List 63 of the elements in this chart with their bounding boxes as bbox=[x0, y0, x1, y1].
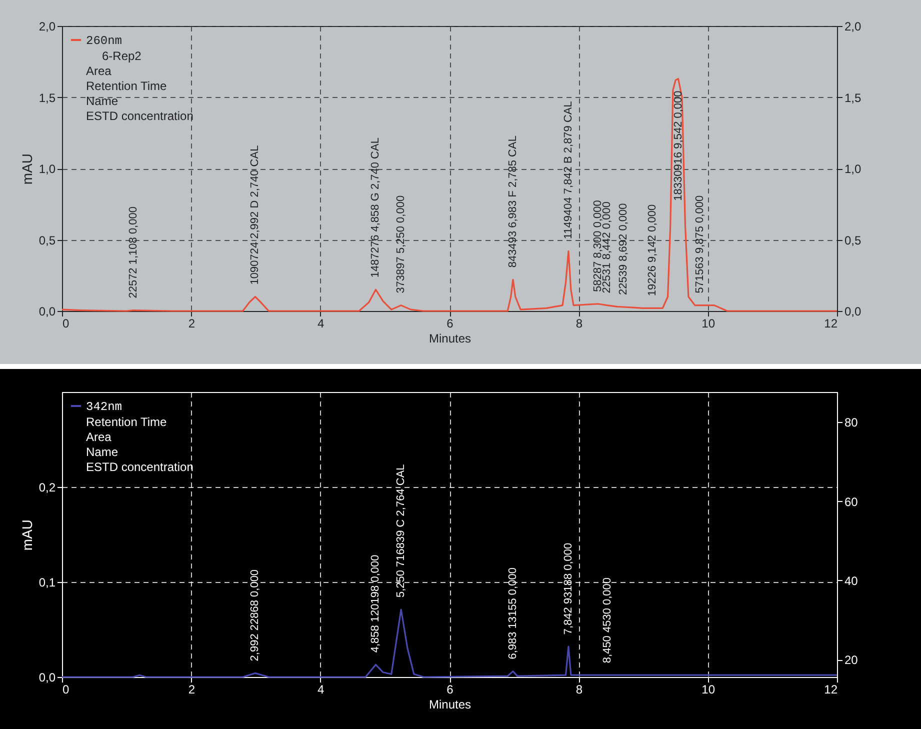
annotation: 373897 5,250 0,000 bbox=[395, 195, 408, 294]
y-tick-label: 0,0 bbox=[38, 670, 56, 684]
x-tick-label: 10 bbox=[702, 316, 716, 330]
y2-tick-label: 0,5 bbox=[844, 233, 862, 248]
annotation: Area bbox=[86, 64, 112, 78]
annotation: 19226 9,142 0,000 bbox=[646, 204, 658, 296]
y-axis-title: mAU bbox=[18, 519, 35, 551]
x-tick-label: 8 bbox=[576, 316, 583, 330]
y-tick-label: 0,5 bbox=[38, 233, 56, 248]
annotation: 1149404 7,842 B 2,879 CAL bbox=[562, 101, 574, 240]
annotation: Name bbox=[86, 94, 118, 108]
y2-tick-label: 1,5 bbox=[844, 90, 862, 105]
y-tick-label: 0,0 bbox=[38, 304, 56, 318]
legend-label: 260nm bbox=[86, 34, 122, 48]
x-tick-label: 2 bbox=[188, 316, 196, 330]
annotation: 22531 8,442 0,000 bbox=[601, 202, 614, 294]
y-tick-label: 1,5 bbox=[38, 90, 56, 105]
legend-label: 342nm bbox=[86, 400, 122, 414]
annotation: 8,450 4530 0,000 bbox=[602, 577, 614, 664]
y2-tick-label: 80 bbox=[844, 416, 858, 430]
x-tick-label: 12 bbox=[824, 316, 838, 330]
x-tick-label: 2 bbox=[188, 682, 196, 696]
annotation: ESTD concentration bbox=[86, 109, 194, 123]
annotation: 2,992 22868 0,000 bbox=[249, 569, 262, 662]
annotation: Retention Time bbox=[86, 79, 168, 93]
x-axis-title: Minutes bbox=[428, 698, 472, 712]
x-tick-label: 6 bbox=[446, 316, 454, 330]
y-tick-label: 1,0 bbox=[38, 162, 56, 176]
y2-tick-label: 1,0 bbox=[844, 162, 862, 176]
x-tick-label: 6 bbox=[446, 682, 454, 696]
y-tick-label: 0,2 bbox=[38, 480, 56, 494]
x-tick-label: 0 bbox=[62, 316, 70, 330]
annotation: ESTD concentration bbox=[86, 460, 194, 474]
annotation: 22572 1,108 0,000 bbox=[128, 206, 140, 298]
annotation: 571563 9,875 0,000 bbox=[694, 195, 706, 294]
annotation: 4,858 120198 0,000 bbox=[370, 554, 382, 653]
y2-tick-label: 60 bbox=[844, 494, 858, 509]
x-tick-label: 12 bbox=[824, 682, 838, 696]
y2-tick-label: 20 bbox=[844, 653, 858, 668]
annotation: 22539 8,692 0,000 bbox=[617, 203, 630, 296]
x-tick-label: 0 bbox=[62, 682, 70, 696]
annotation: 18330916 9,542 0,000 bbox=[672, 90, 684, 201]
y-tick-label: 2,0 bbox=[38, 20, 56, 34]
x-axis-title: Minutes bbox=[428, 332, 472, 346]
x-tick-label: 10 bbox=[702, 682, 716, 696]
annotation: 843493 6,983 F 2,785 CAL bbox=[506, 136, 519, 268]
y2-tick-label: 40 bbox=[844, 574, 858, 588]
annotation: 5,250 716839 C 2,764 CAL bbox=[395, 464, 408, 598]
annotation: Name bbox=[86, 445, 118, 459]
annotation: 1090724 2,992 D 2,740 CAL bbox=[249, 145, 262, 285]
annotation: 6,983 13155 0,000 bbox=[506, 568, 519, 660]
annotation: Area bbox=[86, 430, 112, 444]
x-tick-label: 4 bbox=[317, 682, 324, 696]
y-tick-label: 0,1 bbox=[38, 576, 56, 590]
y2-tick-label: 2,0 bbox=[844, 20, 862, 34]
annotation: Retention Time bbox=[86, 415, 168, 429]
annotation: 1487276 4,858 G 2,740 CAL bbox=[370, 138, 382, 278]
y2-tick-label: 0,0 bbox=[844, 304, 862, 318]
annotation: 7,842 93188 0,000 bbox=[562, 542, 574, 635]
y-axis-title: mAU bbox=[18, 153, 35, 185]
annotation: 6-Rep2 bbox=[102, 49, 142, 63]
x-tick-label: 4 bbox=[317, 316, 324, 330]
x-tick-label: 8 bbox=[576, 682, 583, 696]
